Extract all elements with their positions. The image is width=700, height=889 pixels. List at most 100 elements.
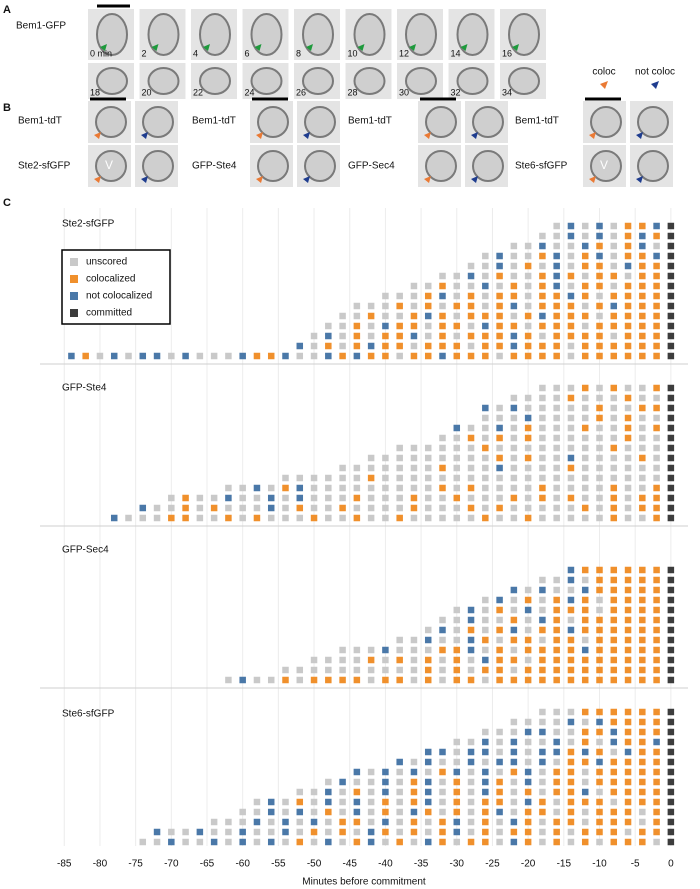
state-cell	[496, 484, 503, 492]
state-cell	[653, 242, 660, 250]
state-cell	[510, 302, 518, 310]
state-cell	[553, 798, 560, 806]
state-cell	[553, 302, 560, 310]
state-cell	[653, 818, 660, 826]
state-cell	[496, 666, 503, 674]
state-cell	[496, 828, 503, 836]
state-cell	[439, 454, 446, 462]
state-cell	[524, 434, 532, 442]
state-cell	[353, 322, 361, 330]
state-cell	[382, 656, 389, 664]
state-cell	[639, 434, 646, 442]
state-cell	[510, 656, 518, 664]
state-cell	[624, 292, 632, 300]
state-cell	[510, 332, 518, 340]
state-cell	[524, 454, 532, 462]
state-cell	[325, 322, 332, 330]
state-cell	[396, 778, 403, 786]
state-cell	[410, 818, 418, 826]
state-cell	[182, 828, 189, 836]
state-cell	[596, 232, 603, 240]
state-cell	[524, 312, 532, 320]
state-cell	[210, 828, 218, 836]
state-cell	[339, 646, 346, 654]
state-cell	[539, 778, 546, 786]
state-cell	[239, 484, 246, 492]
state-cell	[267, 828, 275, 836]
cell-outline	[304, 106, 336, 138]
state-cell	[439, 494, 446, 502]
state-cell	[596, 728, 603, 736]
state-cell	[510, 828, 518, 836]
state-cell	[596, 262, 603, 270]
state-cell	[553, 444, 560, 452]
state-cell	[482, 606, 489, 614]
state-cell	[210, 818, 218, 826]
state-cell	[610, 342, 618, 350]
state-cell	[581, 292, 589, 300]
state-cell	[467, 758, 475, 766]
state-cell	[482, 262, 489, 270]
state-cell	[482, 818, 489, 826]
state-cell	[653, 626, 660, 634]
state-cell	[524, 464, 532, 472]
state-cell	[439, 646, 446, 654]
state-cell	[424, 454, 432, 462]
state-cell	[624, 656, 632, 664]
state-cell	[496, 768, 503, 776]
state-cell	[639, 616, 646, 624]
cell-outline	[147, 67, 180, 95]
state-cell	[325, 504, 332, 512]
legend-label: unscored	[86, 257, 127, 268]
state-cell	[367, 656, 375, 664]
state-cell	[210, 838, 218, 846]
state-cell	[567, 342, 575, 350]
state-cell	[267, 676, 275, 684]
state-cell	[439, 444, 446, 452]
arrowhead	[636, 132, 643, 139]
state-cell	[639, 768, 646, 776]
state-cell	[624, 566, 632, 574]
state-cell	[396, 514, 403, 522]
state-cell	[367, 808, 375, 816]
state-cell	[439, 778, 446, 786]
state-cell	[639, 728, 646, 736]
state-cell	[382, 838, 389, 846]
state-cell	[510, 484, 518, 492]
state-cell	[581, 738, 589, 746]
state-cell	[410, 808, 418, 816]
state-cell	[382, 464, 389, 472]
state-cell	[410, 454, 418, 462]
channel-label: Bem1-tdT	[192, 116, 236, 127]
state-cell	[282, 798, 289, 806]
state-cell	[367, 352, 375, 360]
state-cell	[424, 494, 432, 502]
state-cell	[453, 606, 461, 614]
state-cell	[282, 838, 289, 846]
state-cell	[639, 262, 646, 270]
state-cell	[453, 656, 461, 664]
state-cell	[496, 434, 503, 442]
time-label: 8	[296, 48, 301, 58]
state-cell	[524, 394, 532, 402]
state-cell	[581, 444, 589, 452]
state-cell	[567, 728, 575, 736]
state-cell	[467, 302, 475, 310]
state-cell	[524, 758, 532, 766]
state-cell	[353, 302, 361, 310]
state-cell	[467, 504, 475, 512]
arrowhead	[424, 132, 431, 139]
state-cell	[325, 778, 332, 786]
state-cell	[539, 352, 546, 360]
state-cell	[110, 514, 118, 522]
state-cell	[496, 626, 503, 634]
state-cell	[567, 656, 575, 664]
state-cell	[553, 748, 560, 756]
state-cell	[524, 302, 532, 310]
state-cell	[567, 616, 575, 624]
vacuole-label: V	[600, 158, 608, 172]
state-cell	[467, 464, 475, 472]
state-cell	[296, 808, 304, 816]
state-cell	[210, 504, 218, 512]
state-cell	[581, 262, 589, 270]
